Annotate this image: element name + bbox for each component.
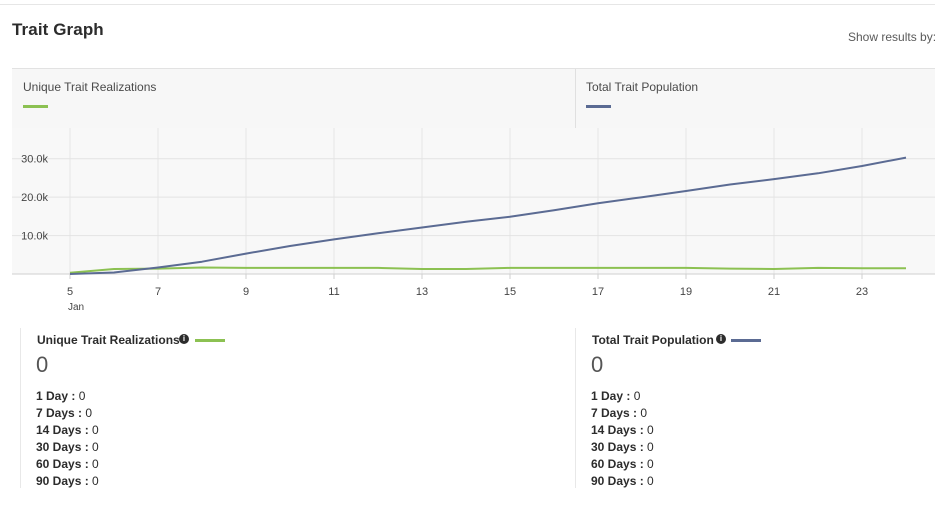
total-row-value: 0 (647, 423, 654, 437)
total-stats-swatch (731, 339, 761, 342)
legend-unique-trait-realizations[interactable]: Unique Trait Realizations (23, 80, 157, 94)
x-tick-label: 15 (504, 286, 516, 298)
total-row-label: 14 Days : (591, 423, 644, 437)
chart-grid (12, 128, 935, 274)
unique-row: 1 Day : 0 (36, 389, 85, 403)
plot-background (12, 128, 935, 274)
unique-row: 90 Days : 0 (36, 474, 99, 488)
unique-row-label: 60 Days : (36, 457, 89, 471)
y-tick-label: 20.0k (21, 192, 48, 204)
info-icon[interactable]: i (179, 334, 189, 344)
x-tick-label: 13 (416, 286, 428, 298)
total-stats-title: Total Trait Population (592, 333, 714, 347)
unique-row: 14 Days : 0 (36, 423, 99, 437)
total-row-value: 0 (647, 474, 654, 488)
y-axis-ticks: 10.0k 20.0k 30.0k (21, 154, 48, 243)
x-tick-label: 21 (768, 286, 780, 298)
total-row: 60 Days : 0 (591, 457, 654, 471)
info-icon[interactable]: i (716, 334, 726, 344)
legend-divider (575, 69, 576, 128)
top-divider (0, 4, 935, 5)
unique-row: 7 Days : 0 (36, 406, 92, 420)
total-row-label: 90 Days : (591, 474, 644, 488)
legend-unique-swatch (23, 105, 48, 108)
unique-stats-value: 0 (36, 352, 49, 377)
total-row-label: 30 Days : (591, 440, 644, 454)
unique-row-label: 1 Day : (36, 389, 76, 403)
stats-divider-right (575, 328, 576, 488)
total-row: 1 Day : 0 (591, 389, 640, 403)
total-row-value: 0 (633, 389, 641, 403)
x-tick-label: 5 (67, 286, 73, 298)
total-row-value: 0 (647, 440, 654, 454)
total-row-label: 1 Day : (591, 389, 631, 403)
trait-line-chart: 10.0k 20.0k 30.0k 5 7 9 11 13 15 17 19 21 23 Jan (12, 128, 935, 313)
unique-row-value: 0 (92, 423, 99, 437)
unique-row-label: 14 Days : (36, 423, 89, 437)
x-tick-sublabel: Jan (68, 302, 84, 313)
total-row: 30 Days : 0 (591, 440, 654, 454)
x-tick-label: 7 (155, 286, 161, 298)
series-lines (69, 156, 907, 275)
total-row-value: 0 (647, 457, 654, 471)
x-tick-label: 17 (592, 286, 604, 298)
total-row: 14 Days : 0 (591, 423, 654, 437)
stats-divider-left (20, 328, 21, 488)
show-results-by-label: Show results by: (848, 30, 935, 44)
unique-row-label: 30 Days : (36, 440, 89, 454)
unique-row-value: 0 (85, 406, 93, 420)
chart-legend-band (12, 69, 935, 128)
legend-total-swatch (586, 105, 611, 108)
x-axis-ticks: 5 7 9 11 13 15 17 19 21 23 Jan (67, 274, 868, 313)
unique-row-value: 0 (92, 474, 99, 488)
unique-row-value: 0 (92, 457, 99, 471)
series-line-total-trait-population (69, 156, 907, 275)
total-row: 7 Days : 0 (591, 406, 647, 420)
page-title: Trait Graph (12, 20, 104, 39)
unique-row-label: 90 Days : (36, 474, 89, 488)
unique-row-value: 0 (92, 440, 99, 454)
unique-stats-swatch (195, 339, 225, 342)
y-tick-label: 30.0k (21, 154, 48, 166)
unique-row: 60 Days : 0 (36, 457, 99, 471)
x-tick-label: 9 (243, 286, 249, 298)
total-stats-value: 0 (591, 352, 604, 377)
total-row: 90 Days : 0 (591, 474, 654, 488)
y-tick-label: 10.0k (21, 231, 48, 243)
total-row-value: 0 (640, 406, 648, 420)
unique-row: 30 Days : 0 (36, 440, 99, 454)
x-tick-label: 23 (856, 286, 868, 298)
legend-total-trait-population[interactable]: Total Trait Population (586, 80, 699, 94)
x-tick-label: 19 (680, 286, 692, 298)
total-row-label: 60 Days : (591, 457, 644, 471)
total-row-label: 7 Days : (591, 406, 638, 420)
unique-row-value: 0 (78, 389, 86, 403)
x-tick-label: 11 (328, 286, 339, 298)
unique-row-label: 7 Days : (36, 406, 83, 420)
unique-stats-title: Unique Trait Realizations (37, 333, 180, 347)
series-line-unique-trait-realizations (69, 266, 906, 274)
